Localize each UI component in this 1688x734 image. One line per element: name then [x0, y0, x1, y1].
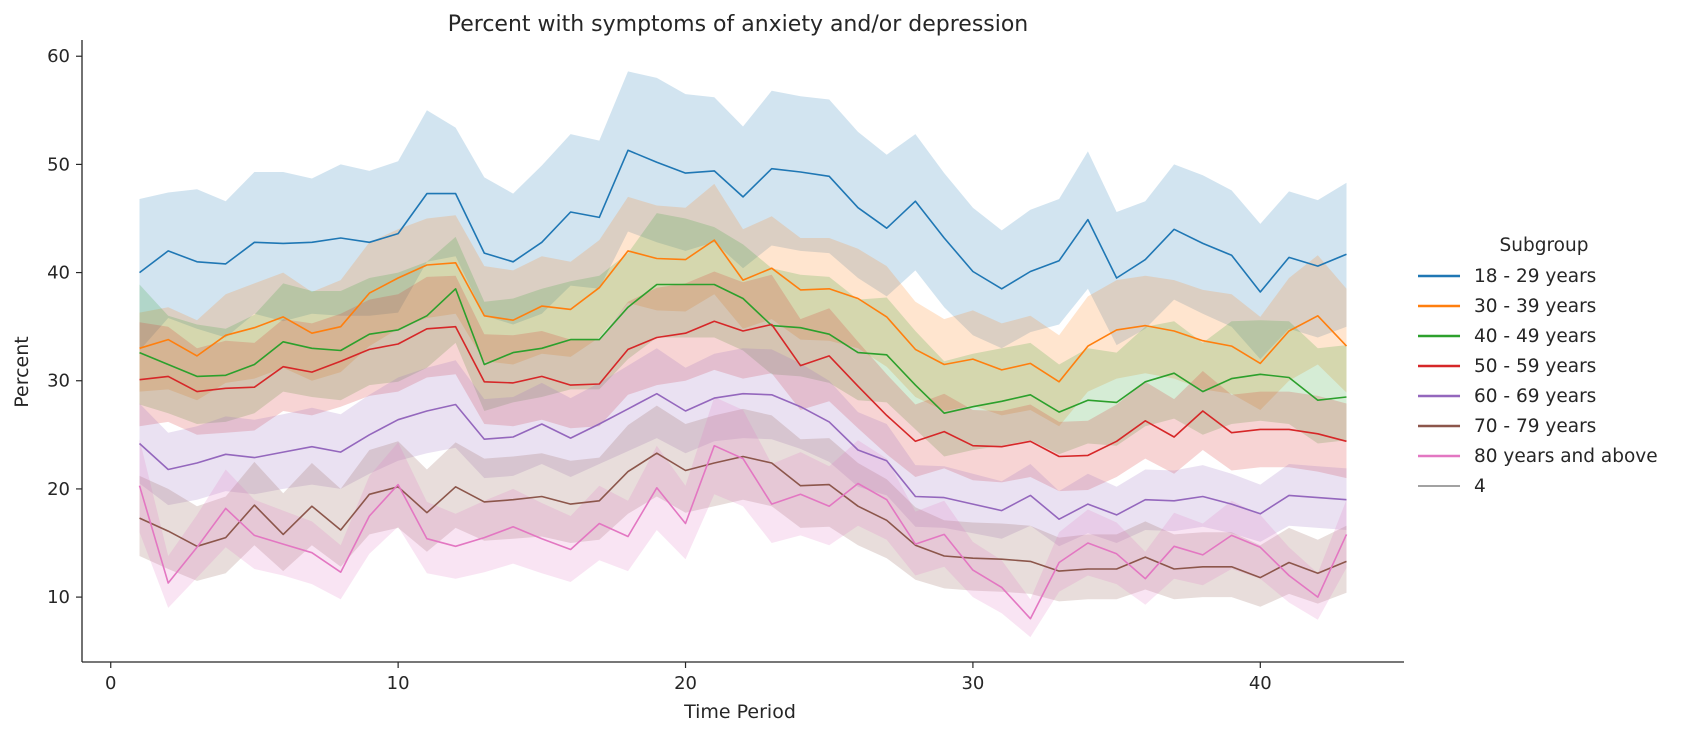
chart-title: Percent with symptoms of anxiety and/or …	[448, 12, 1029, 37]
x-tick-label: 40	[1249, 673, 1272, 694]
band-series-4	[139, 271, 1347, 492]
line-series-1	[139, 149, 1347, 293]
legend-label: 30 - 39 years	[1474, 296, 1596, 317]
legend-label: 60 - 69 years	[1474, 386, 1596, 407]
axes	[81, 40, 1404, 663]
y-tick-label: 40	[47, 263, 70, 284]
y-tick-label: 60	[47, 46, 70, 67]
y-axis-title: Percent	[11, 336, 33, 408]
y-ticks: 10 20 30 40 50 60	[47, 46, 82, 608]
x-ticks: 0 10 20 30 40	[105, 662, 1272, 694]
y-tick-label: 20	[47, 479, 70, 500]
band-series-7	[139, 397, 1347, 638]
line-series-3	[139, 283, 1347, 415]
x-tick-label: 10	[387, 673, 410, 694]
band-series-6	[139, 405, 1347, 607]
x-axis-title: Time Period	[683, 701, 796, 723]
y-tick-label: 30	[47, 371, 70, 392]
legend: Subgroup 18 - 29 years 30 - 39 years 40 - …	[1418, 235, 1658, 497]
legend-label: 18 - 29 years	[1474, 266, 1596, 287]
y-tick-label: 10	[47, 587, 70, 608]
line-series-2	[139, 239, 1348, 383]
band-series-3	[139, 213, 1347, 457]
line-series-7	[138, 444, 1348, 620]
y-tick-label: 50	[47, 154, 70, 175]
legend-title: Subgroup	[1500, 235, 1589, 256]
legend-label: 70 - 79 years	[1474, 416, 1596, 437]
band-series-1	[139, 71, 1347, 360]
legend-label: 80 years and above	[1474, 446, 1658, 467]
x-tick-label: 20	[674, 673, 697, 694]
band-series-2	[139, 183, 1347, 427]
legend-label: 4	[1474, 476, 1486, 497]
line-series-5	[138, 392, 1347, 521]
x-tick-label: 0	[105, 673, 116, 694]
band-series-5	[139, 348, 1347, 547]
x-tick-label: 30	[961, 673, 984, 694]
series-lines	[138, 149, 1348, 620]
legend-label: 50 - 59 years	[1474, 356, 1596, 377]
legend-label: 40 - 49 years	[1474, 326, 1596, 347]
line-series-4	[139, 320, 1347, 458]
line-series-6	[139, 452, 1347, 579]
confidence-bands	[139, 71, 1347, 638]
